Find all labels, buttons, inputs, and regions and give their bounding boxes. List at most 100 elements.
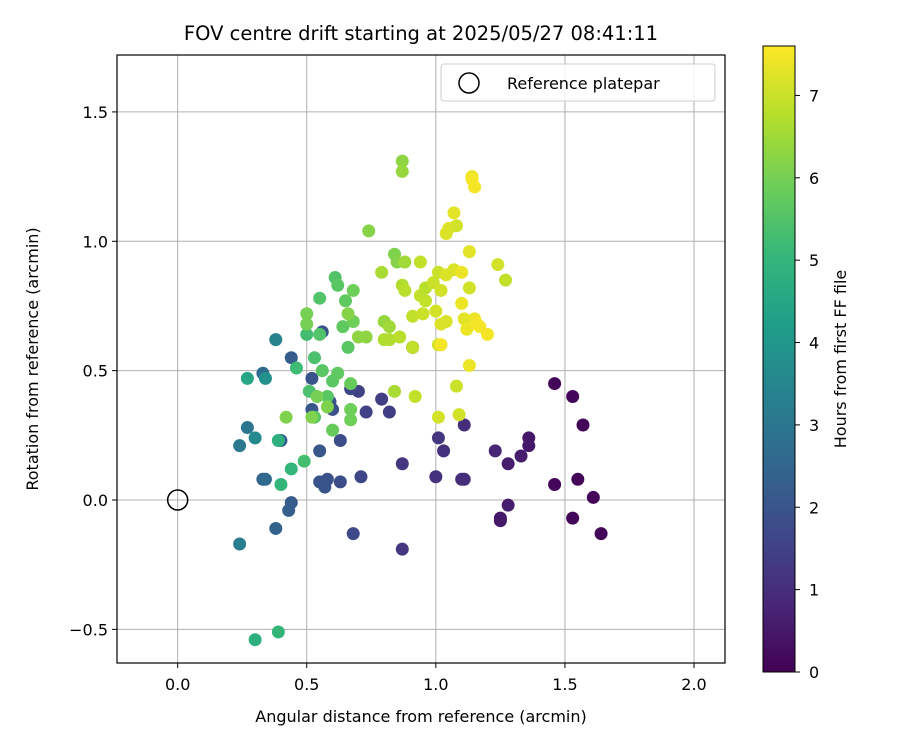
scatter-points bbox=[233, 154, 608, 647]
x-tick-label: 0.5 bbox=[294, 675, 319, 694]
colorbar-gradient bbox=[763, 46, 795, 672]
data-point bbox=[344, 413, 358, 427]
x-axis-label: Angular distance from reference (arcmin) bbox=[255, 707, 586, 726]
data-point bbox=[398, 255, 412, 269]
data-point bbox=[566, 390, 580, 404]
data-point bbox=[320, 400, 334, 414]
data-point bbox=[313, 291, 327, 305]
data-point bbox=[320, 390, 334, 404]
x-tick-label: 0.0 bbox=[165, 675, 190, 694]
data-point bbox=[395, 164, 409, 178]
data-point bbox=[566, 511, 580, 525]
data-point bbox=[359, 330, 373, 344]
data-point bbox=[333, 433, 347, 447]
data-point bbox=[300, 307, 314, 321]
data-point bbox=[248, 633, 262, 647]
data-point bbox=[284, 462, 298, 476]
y-tick-label: 1.0 bbox=[83, 232, 108, 251]
data-point bbox=[468, 180, 482, 194]
data-point bbox=[354, 470, 368, 484]
data-point bbox=[326, 423, 340, 437]
data-point bbox=[341, 307, 355, 321]
data-point bbox=[248, 431, 262, 445]
data-point bbox=[395, 457, 409, 471]
data-point bbox=[308, 351, 322, 365]
data-point bbox=[388, 384, 402, 398]
data-point bbox=[437, 444, 451, 458]
y-axis-label: Rotation from reference (arcmin) bbox=[23, 227, 42, 490]
data-point bbox=[406, 340, 420, 354]
data-point bbox=[289, 361, 303, 375]
data-point bbox=[488, 444, 502, 458]
legend-box bbox=[440, 63, 716, 102]
colorbar: 0 1 2 3 4 5 6 7 Hours from first FF file bbox=[762, 45, 850, 682]
colorbar-tick-label: 1 bbox=[809, 581, 819, 600]
data-point bbox=[480, 327, 494, 341]
data-point bbox=[408, 390, 422, 404]
data-point bbox=[548, 477, 562, 491]
y-tick-label: 0.0 bbox=[83, 491, 108, 510]
data-point bbox=[462, 358, 476, 372]
data-point bbox=[429, 304, 443, 318]
chart-title: FOV centre drift starting at 2025/05/27 … bbox=[184, 22, 658, 45]
data-point bbox=[395, 542, 409, 556]
data-point bbox=[455, 296, 469, 310]
data-point bbox=[344, 402, 358, 416]
plot-frame bbox=[116, 54, 726, 664]
data-point bbox=[419, 294, 433, 308]
data-point bbox=[282, 503, 296, 517]
data-point bbox=[258, 472, 272, 486]
data-point bbox=[393, 330, 407, 344]
data-point bbox=[429, 470, 443, 484]
data-point bbox=[240, 371, 254, 385]
data-point bbox=[300, 317, 314, 331]
colorbar-tick-label: 6 bbox=[809, 169, 819, 188]
data-point bbox=[501, 498, 515, 512]
reference-marker bbox=[166, 489, 189, 511]
data-point bbox=[279, 410, 293, 424]
data-point bbox=[346, 527, 360, 541]
data-point bbox=[305, 371, 319, 385]
data-point bbox=[571, 472, 585, 486]
data-point bbox=[382, 320, 396, 334]
data-point bbox=[338, 294, 352, 308]
data-point bbox=[594, 527, 608, 541]
data-point bbox=[491, 258, 505, 272]
data-point bbox=[313, 444, 327, 458]
data-point bbox=[462, 245, 476, 259]
data-point bbox=[406, 309, 420, 323]
data-point bbox=[346, 283, 360, 297]
data-point bbox=[313, 327, 327, 341]
data-point bbox=[434, 283, 448, 297]
legend: Reference platepar bbox=[440, 63, 716, 102]
data-point bbox=[271, 625, 285, 639]
data-point bbox=[382, 333, 396, 347]
data-point bbox=[431, 410, 445, 424]
data-point bbox=[375, 265, 389, 279]
data-point bbox=[315, 364, 329, 378]
data-point bbox=[359, 405, 373, 419]
x-tick-label: 2.0 bbox=[681, 675, 706, 694]
colorbar-tick-label: 0 bbox=[809, 663, 819, 682]
data-point bbox=[522, 439, 536, 453]
data-point bbox=[460, 322, 474, 336]
data-point bbox=[457, 312, 471, 326]
data-point bbox=[362, 224, 376, 238]
data-point bbox=[258, 371, 272, 385]
data-point bbox=[413, 255, 427, 269]
data-point bbox=[375, 392, 389, 406]
data-point bbox=[431, 431, 445, 445]
data-point bbox=[449, 379, 463, 393]
data-point bbox=[514, 449, 528, 463]
data-point bbox=[457, 418, 471, 432]
data-point bbox=[449, 219, 463, 233]
data-point bbox=[331, 366, 345, 380]
data-point bbox=[341, 340, 355, 354]
data-point bbox=[434, 338, 448, 352]
data-point bbox=[493, 514, 507, 528]
data-point bbox=[439, 314, 453, 328]
y-tick-label: 0.5 bbox=[83, 362, 108, 381]
legend-entry-reference-platepar: Reference platepar bbox=[507, 74, 660, 93]
data-point bbox=[233, 537, 247, 551]
